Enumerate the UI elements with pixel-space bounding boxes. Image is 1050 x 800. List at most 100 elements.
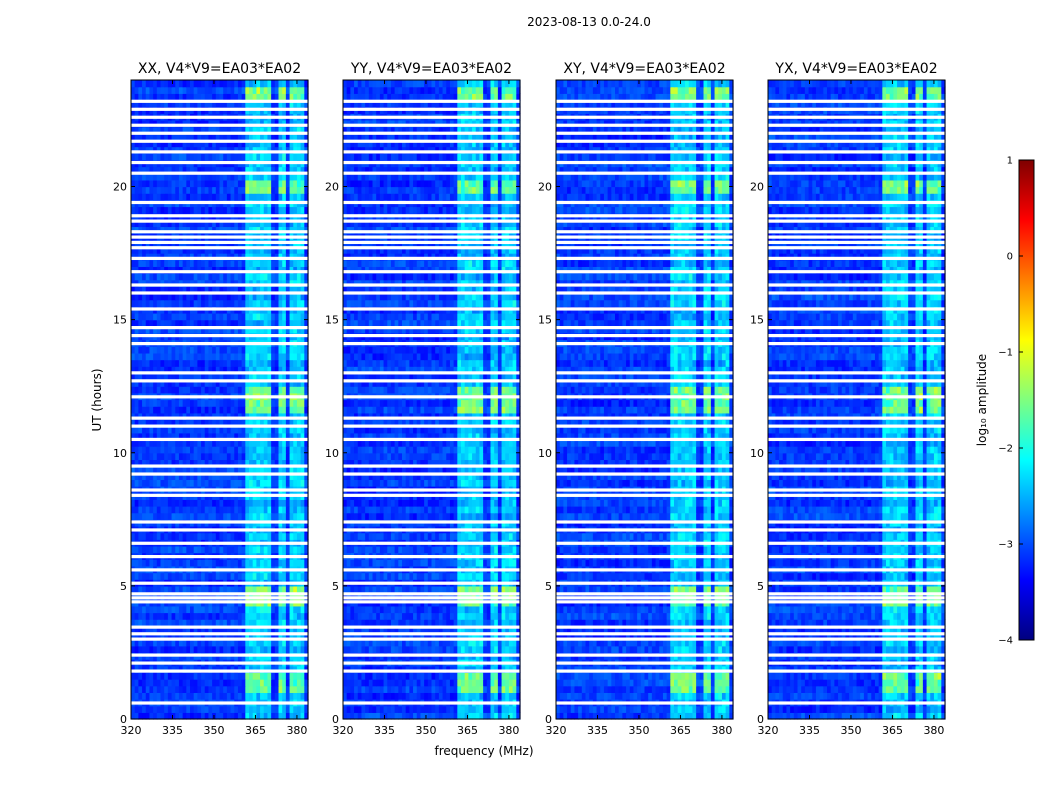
heatmap-cell [304,372,309,381]
heatmap-cell [300,625,305,634]
heatmap-cell [237,419,243,427]
heatmap-cell [219,99,224,108]
heatmap-cell [274,452,280,461]
heatmap-cell [263,612,269,620]
heatmap-cell [285,619,291,627]
heatmap-cell [142,293,147,301]
heatmap-cell [193,186,198,194]
heatmap-cell [156,452,162,461]
heatmap-cell [278,665,283,674]
heatmap-cell [201,499,206,507]
heatmap-cell [424,679,429,687]
heatmap-cell [131,479,136,487]
flagged-row [131,240,308,245]
heatmap-cell [149,679,154,687]
heatmap-cell [267,419,272,427]
heatmap-cell [149,632,154,640]
heatmap-cell [134,133,139,141]
heatmap-cell [234,625,239,634]
heatmap-cell [300,179,305,188]
heatmap-cell [274,705,280,713]
heatmap-cell [134,219,139,228]
heatmap-cell [252,173,257,181]
heatmap-cell [245,273,250,281]
heatmap-cell [175,153,180,161]
heatmap-cell [304,685,309,693]
heatmap-cell [293,352,298,361]
heatmap-cell [249,419,254,427]
heatmap-cell [131,605,136,614]
heatmap-cell [215,166,221,174]
heatmap-cell [156,665,162,674]
heatmap-cell [263,246,269,254]
heatmap-cell [160,346,165,354]
heatmap-cell [142,206,147,214]
heatmap-cell [208,685,213,693]
heatmap-cell [226,446,232,454]
heatmap-cell [446,679,451,687]
heatmap-cell [201,186,206,194]
heatmap-cell [193,219,198,228]
heatmap-cell [501,705,506,713]
heatmap-cell [145,279,151,287]
heatmap-cell [256,692,261,700]
heatmap-cell [241,619,246,627]
heatmap-cell [274,126,280,134]
heatmap-cell [245,386,250,394]
heatmap-cell [153,266,158,274]
heatmap-cell [413,692,418,700]
heatmap-cell [175,206,180,214]
heatmap-cell [197,559,202,567]
heatmap-cell [252,279,257,287]
heatmap-cell [156,186,162,194]
heatmap-cell [215,299,221,307]
heatmap-cell [212,173,217,181]
heatmap-cell [149,406,154,414]
heatmap-cell [160,432,165,441]
heatmap-cell [178,126,184,134]
heatmap-cell [182,372,187,381]
heatmap-cell [190,366,195,374]
heatmap-cell [300,146,305,154]
heatmap-cell [267,619,272,627]
heatmap-cell [167,386,173,394]
heatmap-cell [226,366,232,374]
heatmap-cell [134,705,139,713]
heatmap-cell [293,119,298,128]
heatmap-cell [186,326,191,334]
heatmap-cell [267,99,272,108]
heatmap-cell [237,80,243,88]
heatmap-cell [296,139,302,148]
heatmap-cell [245,206,250,214]
heatmap-cell [260,379,265,387]
heatmap-cell [274,279,280,287]
heatmap-cell [483,692,488,700]
heatmap-cell [300,532,305,540]
heatmap-cell [223,559,228,567]
heatmap-cell [171,346,176,354]
heatmap-cell [271,639,276,647]
heatmap-cell [267,432,272,441]
heatmap-cell [171,612,176,620]
heatmap-cell [201,712,206,720]
heatmap-cell [241,639,246,647]
heatmap-cell [438,685,444,693]
heatmap-cell [175,346,180,354]
heatmap-cell [274,512,280,520]
heatmap-cell [142,446,147,454]
heatmap-cell [204,246,210,254]
heatmap-cell [234,379,239,387]
heatmap-cell [263,293,269,301]
heatmap-cell [278,372,283,381]
heatmap-cell [512,685,517,693]
heatmap-cell [226,692,232,700]
heatmap-cell [289,672,294,680]
heatmap-cell [256,119,261,128]
heatmap-cell [234,206,239,214]
flagged-row [131,291,308,295]
heatmap-cell [193,119,198,128]
heatmap-cell [171,206,176,214]
heatmap-cell [479,679,484,687]
heatmap-cell [131,219,136,228]
heatmap-cell [193,432,198,441]
